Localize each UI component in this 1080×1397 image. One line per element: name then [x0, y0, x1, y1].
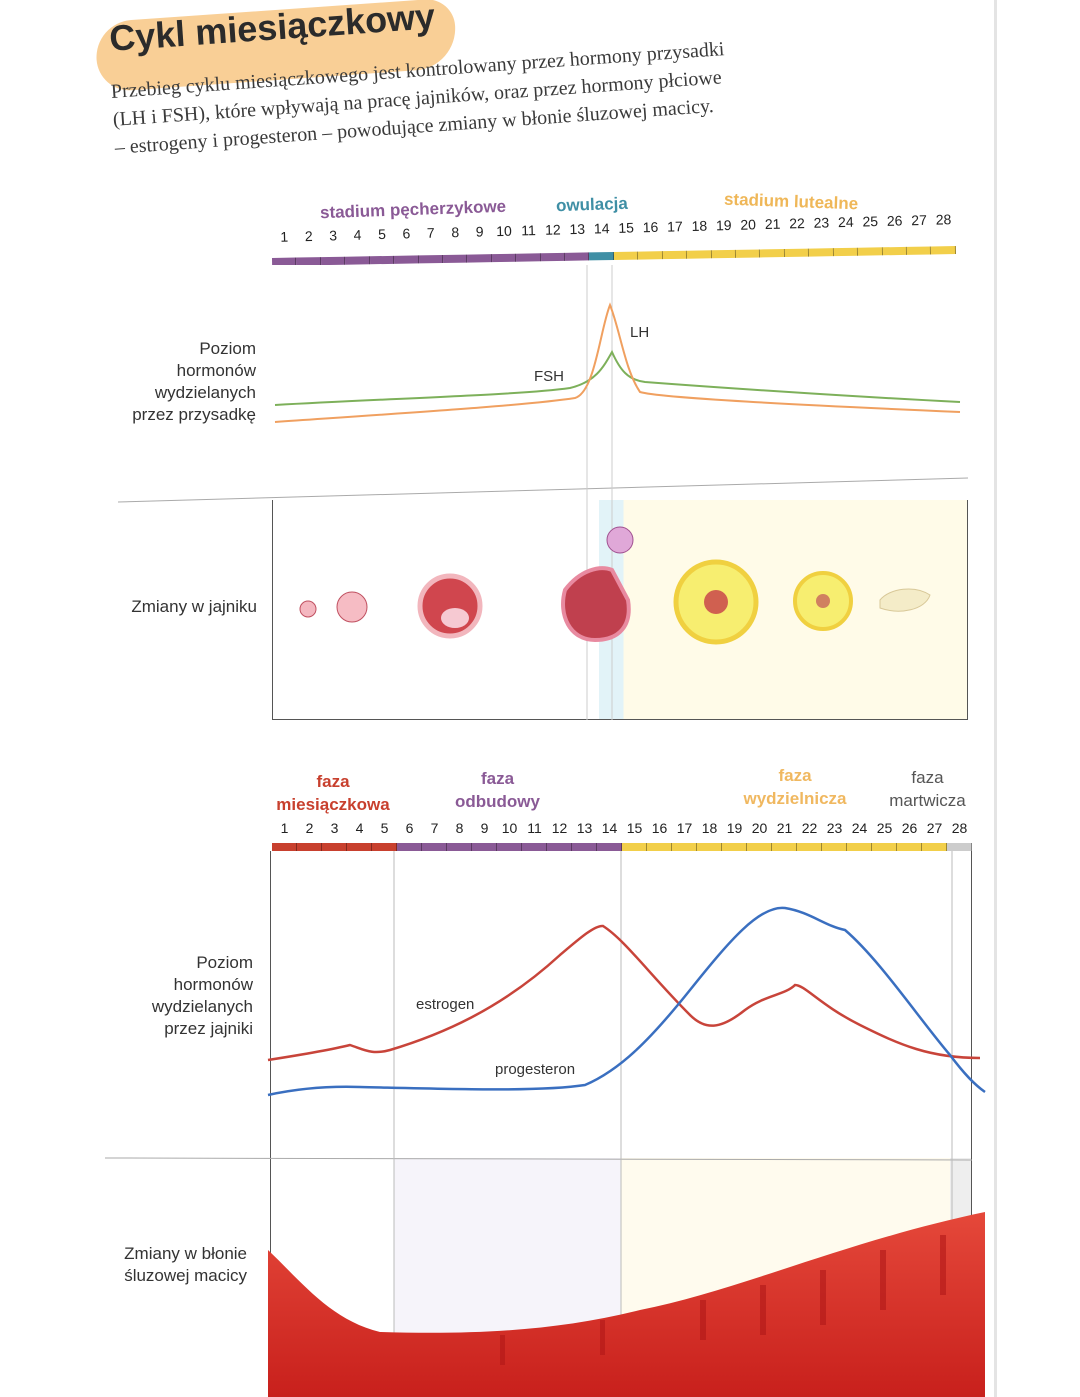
day-label: 6 [405, 820, 414, 836]
phase-bar-segment [622, 843, 647, 851]
fsh-curve [274, 349, 961, 406]
day-label: 25 [876, 820, 893, 836]
day-label: 22 [801, 820, 818, 836]
day-label: 9 [480, 820, 489, 836]
day-label: 12 [551, 820, 568, 836]
day-label: 19 [726, 820, 743, 836]
label-pituitary-hormones: Poziom hormonów wydzielanych przez przys… [132, 339, 256, 424]
phase-menstrual-line1: faza [316, 772, 350, 791]
label-fsh: FSH [534, 368, 564, 385]
phase-bar-segment [722, 843, 747, 851]
day-label: 14 [601, 820, 618, 836]
lh-curve [274, 302, 961, 423]
phase-proliferative-line1: faza [480, 769, 515, 788]
phase-bar-segment [522, 843, 547, 851]
day-label: 7 [430, 820, 439, 836]
phase-bar-segment [422, 843, 447, 851]
phase-ischemic: faza martwicza [880, 766, 975, 812]
phase-bar-segment [297, 843, 322, 851]
page-edge [994, 0, 997, 1397]
day-label: 18 [701, 820, 718, 836]
day-label: 2 [305, 820, 314, 836]
bottom-divider [104, 1157, 973, 1161]
phase-bar-segment [947, 843, 972, 851]
phase-secretory-line2: wydzielnicza [743, 789, 847, 808]
progesterone-curve [267, 906, 986, 1097]
day-label: 4 [355, 820, 364, 836]
label-ovarian-hormones: Poziom hormonów wydzielanych przez jajni… [151, 953, 253, 1038]
phase-bar-segment [797, 843, 822, 851]
phase-bar-segment [547, 843, 572, 851]
phase-ischemic-line1: faza [911, 768, 944, 787]
label-estrogen: estrogen [416, 996, 475, 1013]
phase-bar-segment [747, 843, 772, 851]
day-label: 20 [751, 820, 768, 836]
phase-bar-segment [897, 843, 922, 851]
follicle-antrum [441, 608, 469, 628]
phase-bar-segment [322, 843, 347, 851]
day-label: 16 [651, 820, 668, 836]
day-label: 11 [527, 820, 542, 836]
phase-menstrual: faza miesiączkowa [268, 770, 398, 816]
day-label: 24 [851, 820, 868, 836]
endometrium-layer [268, 1212, 985, 1397]
day-label: 15 [626, 820, 643, 836]
day-label: 27 [926, 820, 943, 836]
label-lh: LH [630, 324, 650, 341]
phase-bar-segment [572, 843, 597, 851]
day-label: 17 [676, 820, 693, 836]
phase-bar-segment [697, 843, 722, 851]
label-progesterone: progesteron [495, 1061, 576, 1078]
phase-bar-segment [347, 843, 372, 851]
label-endometrium-changes: Zmiany w błonie śluzowej macicy [124, 1244, 247, 1285]
bottom-day-axis: 1 2 3 4 5 6 7 8 9 10 11 12 13 14 15 16 17 18 19 20 21 22 23 24 2… [272, 820, 972, 836]
ruptured-follicle [561, 566, 631, 643]
bottom-phase-bar [272, 843, 972, 851]
phase-bar-segment [847, 843, 872, 851]
phase-bar-segment [922, 843, 947, 851]
phase-bar-segment [397, 843, 422, 851]
day-label: 8 [455, 820, 464, 836]
day-label: 3 [330, 820, 339, 836]
phase-proliferative: faza odbudowy [440, 767, 555, 813]
phase-bar-segment [497, 843, 522, 851]
phase-secretory-line1: faza [778, 766, 812, 785]
label-ovary-changes: Zmiany w jajniku [131, 597, 257, 616]
ovum [606, 526, 634, 554]
phase-bar-segment [447, 843, 472, 851]
phase-bar-segment [672, 843, 697, 851]
phase-bar-segment [372, 843, 397, 851]
corpus-albicans [879, 588, 931, 612]
day-label: 1 [280, 820, 289, 836]
day-label: 21 [776, 820, 793, 836]
estrogen-curve [267, 924, 981, 1062]
phase-bar-segment [472, 843, 497, 851]
phase-bar-segment [272, 843, 297, 851]
phase-bar-segment [872, 843, 897, 851]
phase-secretory: faza wydzielnicza [730, 764, 860, 810]
phase-bar-segment [597, 843, 622, 851]
corpus-luteum-medium-center [816, 594, 830, 608]
day-label: 5 [380, 820, 389, 836]
day-label: 13 [576, 820, 593, 836]
day-label: 10 [501, 820, 518, 836]
phase-bar-segment [772, 843, 797, 851]
day-label: 26 [901, 820, 918, 836]
phase-ischemic-line2: martwicza [889, 791, 966, 810]
follicle-primary [299, 600, 317, 618]
day-label: 23 [826, 820, 843, 836]
endometrium-glands [500, 1235, 946, 1365]
corpus-luteum-center [704, 590, 728, 614]
phase-proliferative-line2: odbudowy [455, 792, 540, 811]
day-label: 28 [951, 820, 968, 836]
phase-bar-segment [822, 843, 847, 851]
top-hormone-area [272, 265, 968, 500]
phase-bar-segment [647, 843, 672, 851]
follicle-secondary [336, 591, 368, 623]
top-divider [117, 477, 969, 503]
phase-menstrual-line2: miesiączkowa [276, 795, 390, 814]
